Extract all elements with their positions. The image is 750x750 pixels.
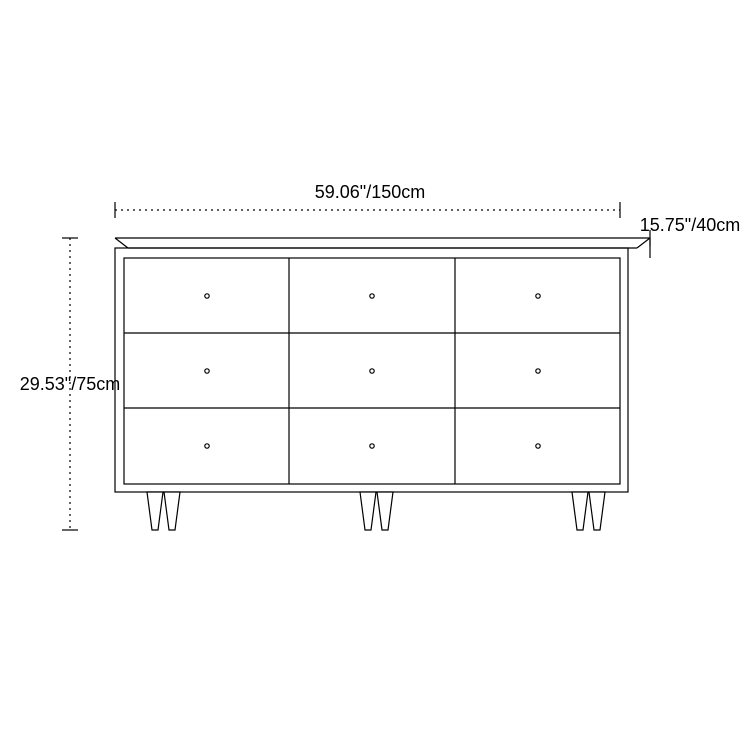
height-label: 29.53"/75cm (20, 374, 120, 394)
drawer-knob (536, 369, 540, 373)
width-label: 59.06"/150cm (315, 182, 425, 202)
leg-front (147, 492, 163, 530)
leg-front (572, 492, 588, 530)
depth-label: 15.75"/40cm (640, 215, 740, 235)
dresser-dimension-diagram: 59.06"/150cm 15.75"/40cm 29.53"/75cm (0, 0, 750, 750)
drawer-knob (370, 294, 374, 298)
drawer-knob (370, 369, 374, 373)
drawer-knob (205, 294, 209, 298)
drawer-knob (205, 444, 209, 448)
leg-front (360, 492, 376, 530)
drawer-knob (370, 444, 374, 448)
leg-back (589, 492, 605, 530)
drawer-knob (205, 369, 209, 373)
leg-back (377, 492, 393, 530)
drawer-field (124, 258, 620, 484)
leg-back (164, 492, 180, 530)
drawer-knob (536, 294, 540, 298)
cabinet-outer-frame (115, 248, 628, 492)
drawer-knob (536, 444, 540, 448)
